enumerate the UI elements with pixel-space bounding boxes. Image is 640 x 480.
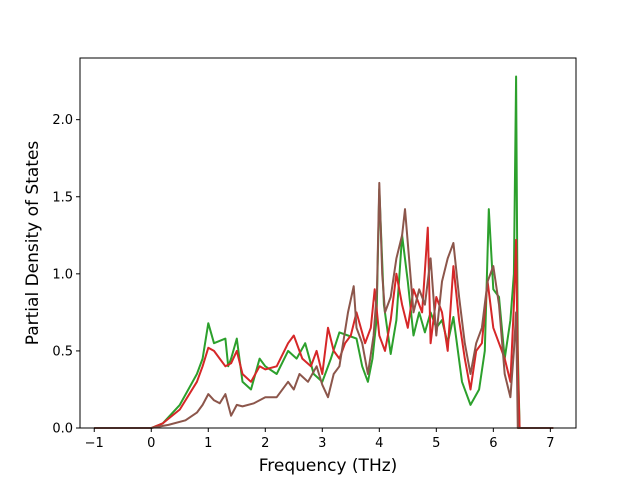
series-line-2 bbox=[94, 226, 554, 429]
x-tick-label: 4 bbox=[375, 436, 383, 451]
y-tick-label: 0.0 bbox=[52, 422, 73, 437]
series-line-1 bbox=[94, 75, 554, 429]
x-tick-label: 1 bbox=[204, 436, 212, 451]
x-axis-title: Frequency (THz) bbox=[259, 456, 398, 476]
x-tick-label: 0 bbox=[147, 436, 155, 451]
x-tick-label: −1 bbox=[85, 436, 104, 451]
y-axis-title: Partial Density of States bbox=[23, 141, 43, 346]
x-tick-label: 3 bbox=[318, 436, 326, 451]
series-line-3 bbox=[94, 181, 554, 429]
series-layer bbox=[94, 75, 554, 429]
x-tick-label: 5 bbox=[432, 436, 440, 451]
x-tick-label: 6 bbox=[489, 436, 497, 451]
y-axis-ticks: 0.0 0.5 1.0 1.5 2.0 bbox=[52, 113, 80, 437]
x-tick-label: 2 bbox=[261, 436, 269, 451]
y-tick-label: 0.5 bbox=[52, 344, 73, 359]
x-tick-label: 7 bbox=[546, 436, 554, 451]
y-tick-label: 1.0 bbox=[52, 267, 73, 282]
y-tick-label: 1.5 bbox=[52, 190, 73, 205]
x-axis-ticks: −1 0 1 2 3 4 5 6 7 bbox=[85, 428, 554, 451]
plot-frame bbox=[79, 57, 577, 429]
y-tick-label: 2.0 bbox=[52, 113, 73, 128]
